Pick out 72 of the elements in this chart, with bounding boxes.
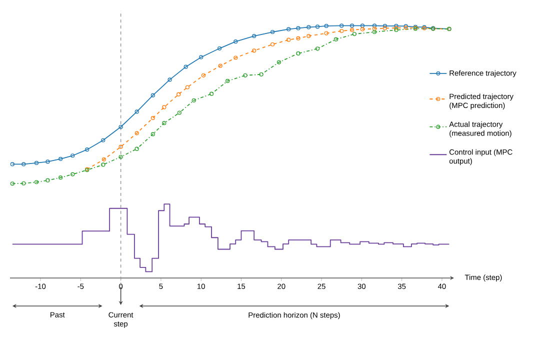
point — [150, 116, 155, 120]
point — [58, 156, 63, 161]
point — [101, 138, 106, 142]
point — [177, 110, 182, 115]
point — [22, 162, 26, 166]
point — [324, 31, 328, 36]
point — [201, 73, 206, 78]
point — [352, 32, 356, 36]
point — [252, 48, 256, 53]
point — [360, 27, 365, 32]
point — [315, 24, 320, 29]
point — [252, 34, 256, 38]
point — [10, 182, 14, 186]
point — [218, 64, 222, 68]
point — [372, 30, 377, 34]
point — [286, 27, 291, 32]
point — [102, 157, 106, 162]
point — [34, 180, 39, 184]
point — [150, 93, 155, 98]
point — [296, 26, 300, 30]
point — [324, 24, 328, 28]
point — [218, 46, 222, 50]
point — [259, 72, 264, 76]
point — [118, 144, 123, 149]
point — [350, 28, 354, 32]
point — [270, 30, 275, 34]
point — [315, 46, 320, 51]
point — [350, 24, 354, 28]
point — [22, 181, 26, 186]
point — [70, 154, 75, 158]
point — [270, 42, 275, 46]
point — [234, 56, 238, 60]
point — [372, 24, 377, 28]
point — [234, 40, 238, 44]
point — [150, 132, 155, 136]
point — [46, 160, 50, 164]
point — [334, 37, 338, 42]
point — [286, 38, 291, 42]
point — [58, 176, 63, 180]
point — [296, 36, 300, 40]
point — [162, 105, 166, 110]
point — [176, 92, 181, 96]
point — [306, 34, 311, 38]
point — [382, 24, 388, 28]
point — [296, 51, 300, 56]
point — [46, 178, 50, 182]
point — [360, 24, 365, 28]
point — [372, 26, 377, 31]
point — [276, 60, 282, 64]
point — [382, 26, 388, 30]
point — [34, 160, 39, 165]
point — [340, 28, 344, 34]
point — [306, 25, 311, 30]
point — [134, 146, 139, 151]
point — [70, 172, 75, 176]
point — [162, 121, 166, 126]
point — [226, 78, 230, 83]
point — [118, 154, 123, 159]
point — [209, 92, 214, 96]
point — [199, 55, 204, 60]
point — [394, 24, 398, 28]
point — [134, 110, 139, 114]
point — [85, 148, 90, 152]
point — [340, 24, 344, 28]
point — [185, 85, 190, 90]
point — [192, 98, 196, 102]
point — [118, 124, 123, 129]
point — [101, 162, 106, 167]
point — [184, 64, 188, 69]
point — [243, 73, 248, 78]
point — [134, 131, 139, 136]
point — [168, 78, 172, 82]
